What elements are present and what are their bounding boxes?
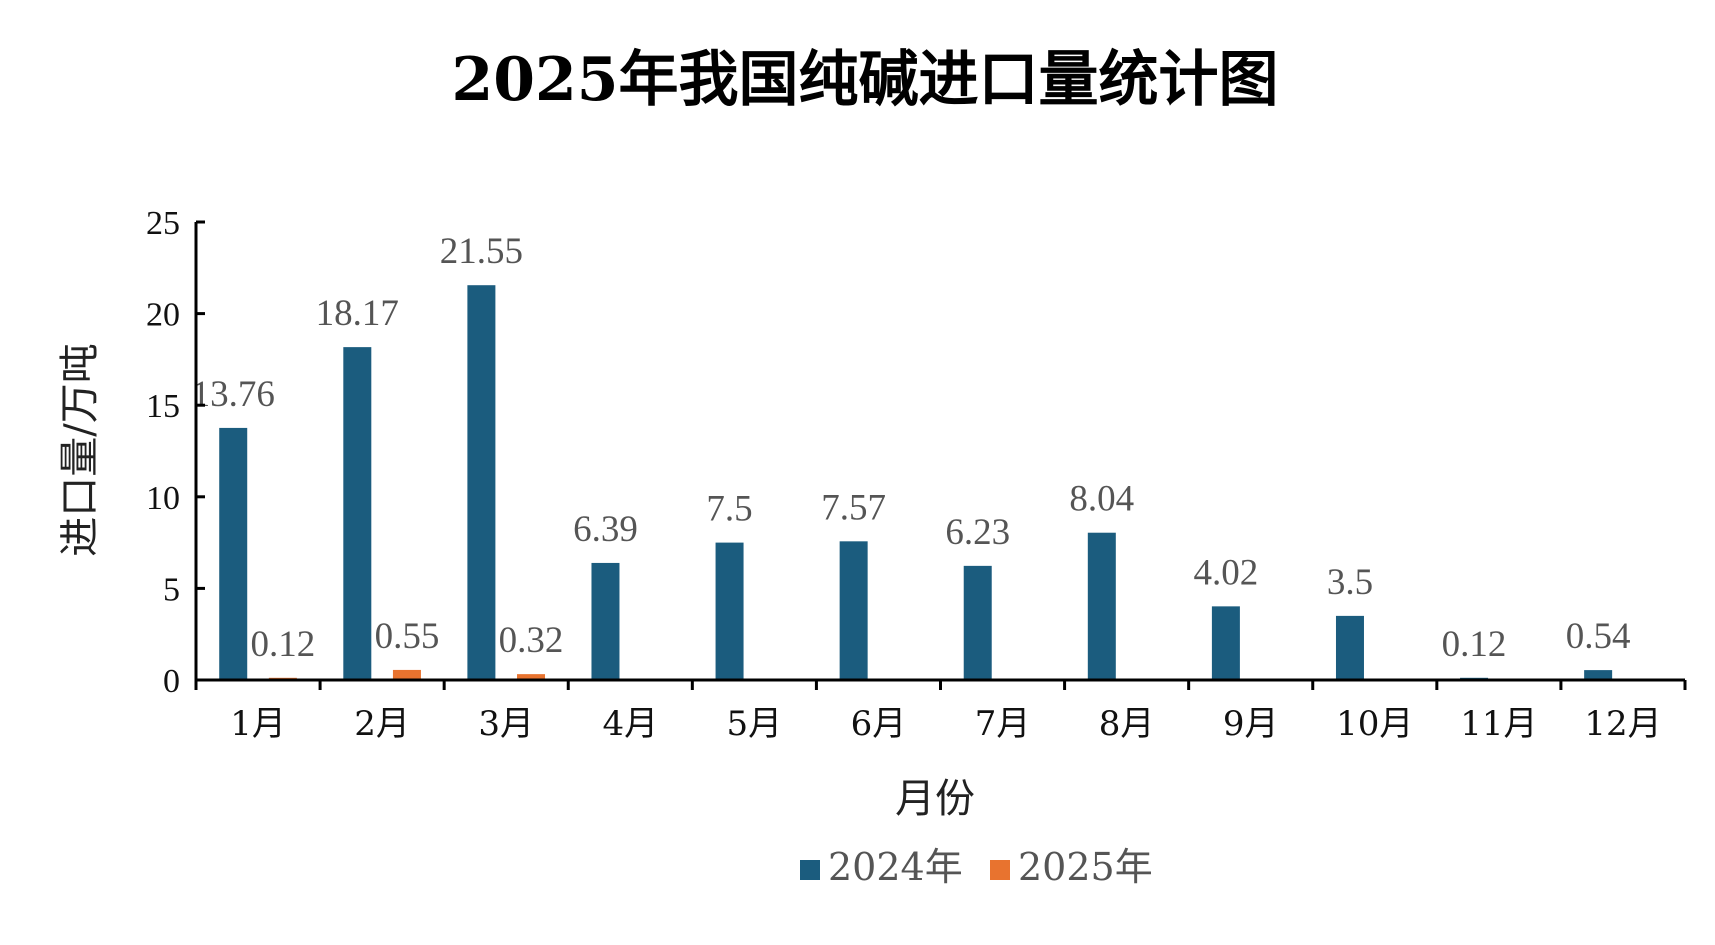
bar-2024-10	[1335, 615, 1364, 680]
data-label: 0.32	[499, 620, 564, 661]
x-axis-title: 月份	[895, 776, 975, 822]
y-axis-title: 进口量/万吨	[57, 343, 103, 556]
x-category-label: 11月	[1460, 704, 1537, 744]
bar-2024-12	[1584, 670, 1613, 680]
x-category-label: 9月	[1223, 704, 1279, 744]
x-category-label: 4月	[602, 704, 658, 744]
bar-2025-2	[392, 669, 421, 680]
data-labels: 13.76 18.17 21.55 6.39 7.5 7.57 6.23 8.04 4.02 3.…	[192, 231, 1631, 665]
y-axis-ticks: 0 5 10 15 20 25	[146, 205, 180, 700]
data-label: 8.04	[1069, 479, 1134, 520]
axis-tick-marks	[194, 220, 1687, 690]
x-category-label: 2月	[354, 704, 410, 744]
x-category-label: 7月	[975, 704, 1031, 744]
legend: 2024年 2025年	[800, 845, 1153, 889]
bar-2024-9	[1211, 606, 1240, 680]
data-label: 6.23	[945, 512, 1010, 553]
x-category-label: 1月	[230, 704, 286, 744]
y-tick-label: 20	[146, 297, 180, 334]
x-category-label: 6月	[851, 704, 907, 744]
data-label: 0.12	[250, 624, 315, 665]
legend-swatch	[800, 860, 820, 880]
bar-2024-3	[467, 285, 496, 680]
legend-label: 2025年	[1018, 845, 1153, 889]
data-label: 4.02	[1194, 552, 1259, 593]
x-category-label: 12月	[1584, 704, 1661, 744]
data-label: 0.54	[1566, 616, 1631, 657]
y-tick-label: 5	[163, 571, 180, 608]
y-tick-label: 25	[146, 205, 180, 242]
bar-2024-6	[839, 541, 868, 680]
x-category-label: 10月	[1336, 704, 1413, 744]
data-label: 6.39	[573, 509, 638, 550]
bar-2025-3	[517, 674, 546, 680]
data-label: 0.55	[375, 616, 440, 657]
bar-2024-4	[591, 562, 620, 680]
data-label: 3.5	[1327, 562, 1373, 603]
chart-title: 2025年我国纯碱进口量统计图	[452, 45, 1279, 115]
bar-2024-5	[715, 542, 744, 680]
y-tick-label: 10	[146, 480, 180, 517]
y-tick-label: 15	[146, 388, 180, 425]
legend-swatch	[990, 860, 1010, 880]
data-label: 7.5	[706, 489, 752, 530]
x-category-label: 8月	[1099, 704, 1155, 744]
data-label: 13.76	[192, 374, 275, 415]
bar-2024-2	[343, 347, 372, 680]
data-label: 18.17	[316, 293, 399, 334]
bar-2024-1	[219, 427, 248, 680]
bar-2024-7	[963, 565, 992, 680]
data-label: 0.12	[1442, 624, 1507, 665]
y-tick-label: 0	[163, 663, 180, 700]
x-category-label: 3月	[478, 704, 534, 744]
bars	[219, 285, 1613, 680]
x-category-label: 5月	[727, 704, 783, 744]
bar-2024-8	[1087, 532, 1116, 680]
x-axis-categories: 1月 2月 3月 4月 5月 6月 7月 8月 9月 10月 11月 12月	[230, 704, 1661, 744]
data-label: 7.57	[821, 487, 886, 528]
data-label: 21.55	[440, 231, 523, 272]
legend-label: 2024年	[828, 845, 963, 889]
